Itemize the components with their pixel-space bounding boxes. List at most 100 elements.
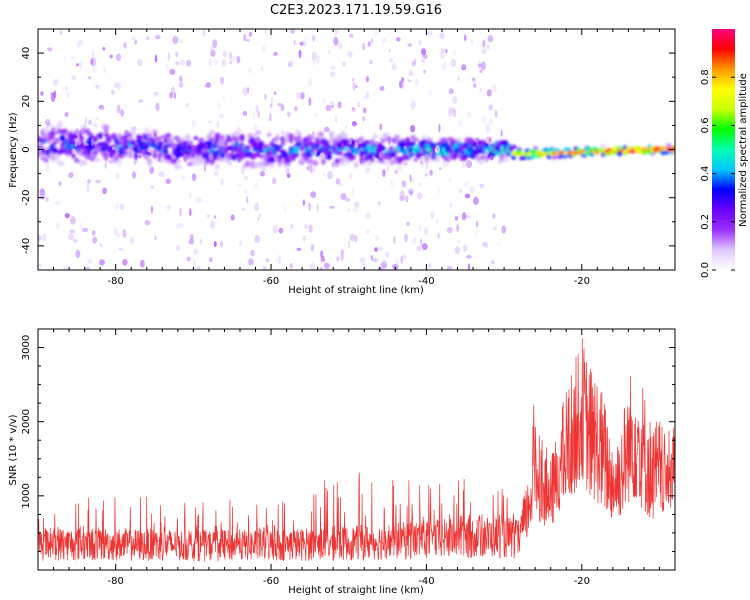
y-tick-label: 3000 xyxy=(21,335,32,360)
heatmap-speckle xyxy=(351,121,357,127)
heatmap-speckle xyxy=(392,264,399,270)
heatmap-speckle xyxy=(382,169,386,178)
heatmap-speckle xyxy=(364,167,371,174)
heatmap-cell xyxy=(277,155,283,160)
heatmap-speckle xyxy=(354,201,360,208)
heatmap-cell xyxy=(151,129,158,134)
heatmap-speckle xyxy=(254,182,258,188)
heatmap-speckle xyxy=(179,39,184,44)
heatmap-speckle xyxy=(208,257,213,263)
heatmap-speckle xyxy=(475,137,479,147)
heatmap-speckle xyxy=(495,242,501,246)
heatmap-cell xyxy=(397,136,402,142)
heatmap-speckle xyxy=(59,29,62,35)
heatmap-speckle xyxy=(481,61,486,71)
heatmap-cell xyxy=(116,141,123,146)
heatmap-speckle xyxy=(186,59,192,67)
heatmap-speckle xyxy=(323,262,330,269)
heatmap-cell xyxy=(267,132,272,137)
heatmap-speckle xyxy=(248,66,253,74)
heatmap-speckle xyxy=(139,259,145,268)
heatmap-speckle xyxy=(220,178,224,186)
colorbar-gradient xyxy=(712,29,735,270)
heatmap-speckle xyxy=(216,120,220,129)
heatmap-speckle xyxy=(79,60,83,70)
heatmap-speckle xyxy=(312,132,315,141)
heatmap-speckle xyxy=(76,63,79,67)
heatmap-speckle xyxy=(102,47,106,51)
heatmap-cell xyxy=(170,158,178,165)
heatmap-speckle xyxy=(186,256,191,262)
heatmap-speckle xyxy=(147,148,154,153)
heatmap-speckle xyxy=(138,154,142,159)
heatmap-speckle xyxy=(153,91,159,96)
heatmap-speckle xyxy=(479,69,483,74)
heatmap-speckle xyxy=(50,93,56,102)
heatmap-speckle xyxy=(242,110,248,116)
heatmap-cell xyxy=(484,142,489,149)
heatmap-speckle xyxy=(222,95,225,102)
heatmap-speckle xyxy=(420,48,427,56)
heatmap-cell xyxy=(332,138,337,142)
heatmap-speckle xyxy=(144,219,151,226)
heatmap-speckle xyxy=(254,202,260,212)
heatmap-speckle xyxy=(420,155,425,159)
heatmap-speckle xyxy=(438,123,441,133)
heatmap-speckle xyxy=(421,56,426,64)
heatmap-cell xyxy=(114,160,120,164)
heatmap-cell xyxy=(225,160,232,165)
heatmap-cell xyxy=(122,150,128,155)
snr-marks xyxy=(38,338,675,562)
heatmap-speckle xyxy=(347,240,351,249)
heatmap-speckle xyxy=(155,102,160,112)
heatmap-speckle xyxy=(337,101,342,109)
heatmap-cell xyxy=(157,141,164,147)
heatmap-speckle xyxy=(466,254,472,259)
heatmap-speckle xyxy=(137,59,143,66)
heatmap-cell xyxy=(102,124,110,132)
heatmap-speckle xyxy=(464,193,471,199)
heatmap-speckle xyxy=(82,227,89,233)
heatmap-speckle xyxy=(213,59,220,66)
heatmap-speckle xyxy=(396,37,401,42)
heatmap-speckle xyxy=(377,201,381,206)
heatmap-speckle xyxy=(254,235,260,244)
heatmap-speckle xyxy=(403,253,406,261)
heatmap-speckle xyxy=(95,179,102,184)
heatmap-cell xyxy=(465,153,471,158)
heatmap-speckle xyxy=(362,42,366,51)
heatmap-speckle xyxy=(472,137,479,143)
heatmap-speckle xyxy=(382,37,387,43)
heatmap-speckle xyxy=(467,263,471,270)
heatmap-speckle xyxy=(490,156,494,161)
heatmap-speckle xyxy=(416,245,422,252)
heatmap-speckle xyxy=(370,38,374,44)
x-tick-label: -20 xyxy=(574,276,590,287)
heatmap-cell xyxy=(79,135,84,143)
heatmap-y-ticks: -40 -20 0 20 40 xyxy=(21,28,675,271)
heatmap-cell xyxy=(372,133,378,140)
heatmap-speckle xyxy=(227,141,233,146)
heatmap-speckle xyxy=(488,117,494,125)
heatmap-speckle xyxy=(394,259,399,266)
heatmap-speckle xyxy=(420,160,423,165)
heatmap-cell xyxy=(299,160,305,166)
heatmap-speckle xyxy=(189,234,194,240)
heatmap-speckle xyxy=(304,223,308,229)
heatmap-speckle xyxy=(344,124,348,130)
heatmap-speckle xyxy=(298,49,302,59)
heatmap-speckle xyxy=(449,107,455,114)
heatmap-cell xyxy=(421,135,427,140)
heatmap-speckle xyxy=(236,183,242,187)
heatmap-speckle xyxy=(414,78,419,88)
heatmap-speckle xyxy=(183,155,188,162)
heatmap-speckle xyxy=(191,145,197,153)
heatmap-speckle xyxy=(316,203,319,212)
heatmap-speckle xyxy=(83,142,89,147)
heatmap-speckle xyxy=(365,91,370,99)
heatmap-x-ticks: -80 -60 -40 -20 xyxy=(37,29,676,287)
heatmap-speckle xyxy=(375,233,379,242)
heatmap-speckle xyxy=(88,119,92,125)
snr-x-ticks: -80 -60 -40 -20 xyxy=(37,329,676,587)
heatmap-speckle xyxy=(294,106,298,112)
